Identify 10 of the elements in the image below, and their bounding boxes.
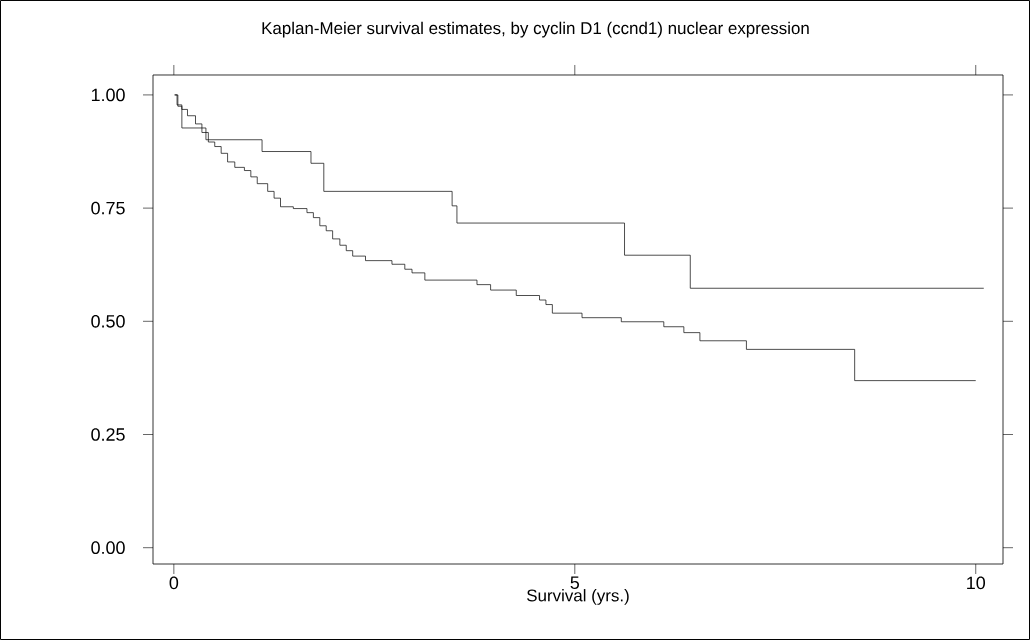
x-tick-label: 10 [967,576,986,590]
y-tick-label: 1.00 [91,88,125,102]
y-tick-label: 0.75 [91,201,125,215]
x-axis-title: Survival (yrs.) [527,589,629,605]
x-tick-label: 0 [169,576,179,590]
y-tick-label: 0.25 [91,428,125,441]
chart-title: Kaplan-Meier survival estimates, by cyclin D1 (ccnd1) nuclear expression [262,21,809,38]
y-tick-label: 0.00 [91,541,125,555]
y-tick-label: 0.50 [91,314,125,328]
x-tick-label: 5 [570,576,580,590]
